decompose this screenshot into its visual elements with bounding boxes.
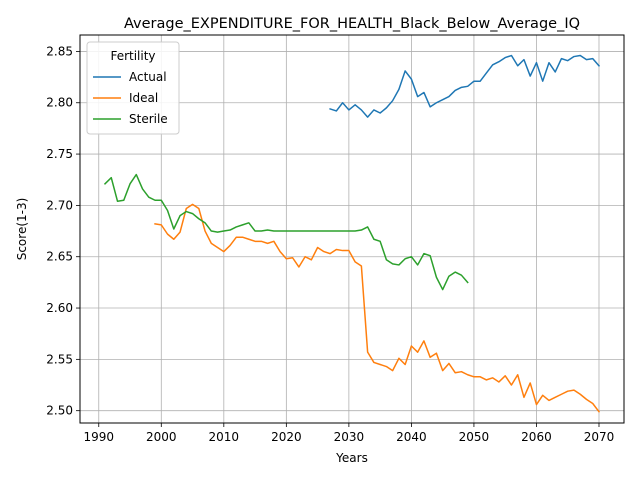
y-tick-label: 2.55: [46, 352, 73, 366]
legend-label: Sterile: [129, 112, 168, 126]
legend-entry-ideal: Ideal: [93, 91, 158, 105]
x-tick-label: 2040: [396, 430, 427, 444]
x-axis-label: Years: [335, 451, 368, 465]
y-axis-label: Score(1-3): [15, 198, 29, 261]
y-tick-label: 2.85: [46, 44, 73, 58]
chart-title: Average_EXPENDITURE_FOR_HEALTH_Black_Bel…: [124, 16, 580, 32]
series-line-actual: [329, 54, 601, 118]
y-axis-ticks: 2.50 2.55 2.60 2.65 2.70 2.75 2.80 2.85: [46, 44, 80, 418]
x-tick-label: 1990: [83, 430, 114, 444]
series-line-ideal: [154, 203, 601, 413]
x-tick-label: 2010: [209, 430, 240, 444]
x-tick-label: 2050: [459, 430, 490, 444]
x-tick-label: 2030: [334, 430, 365, 444]
plot-frame: [79, 34, 625, 424]
legend-title: Fertility: [110, 49, 155, 63]
series-lines: [103, 54, 601, 413]
x-tick-label: 2020: [271, 430, 302, 444]
x-tick-label: 2000: [146, 430, 177, 444]
y-tick-label: 2.80: [46, 96, 73, 110]
x-tick-label: 2060: [521, 430, 552, 444]
legend-label: Ideal: [129, 91, 158, 105]
y-tick-label: 2.70: [46, 198, 73, 212]
legend: Fertility Actual Ideal Sterile: [86, 41, 180, 135]
x-axis-ticks: 1990 2000 2010 2020 2030 2040 2050 2060 2070: [83, 423, 614, 444]
series-line-sterile: [103, 173, 469, 291]
legend-label: Actual: [129, 70, 167, 84]
x-tick-label: 2070: [584, 430, 615, 444]
grid: [80, 35, 624, 423]
legend-box: [86, 41, 180, 135]
y-tick-label: 2.50: [46, 404, 73, 418]
legend-entry-sterile: Sterile: [93, 112, 168, 126]
legend-items: Actual Ideal Sterile: [93, 70, 168, 126]
legend-entry-actual: Actual: [93, 70, 167, 84]
y-tick-label: 2.65: [46, 250, 73, 264]
y-tick-label: 2.75: [46, 147, 73, 161]
y-tick-label: 2.60: [46, 301, 73, 315]
